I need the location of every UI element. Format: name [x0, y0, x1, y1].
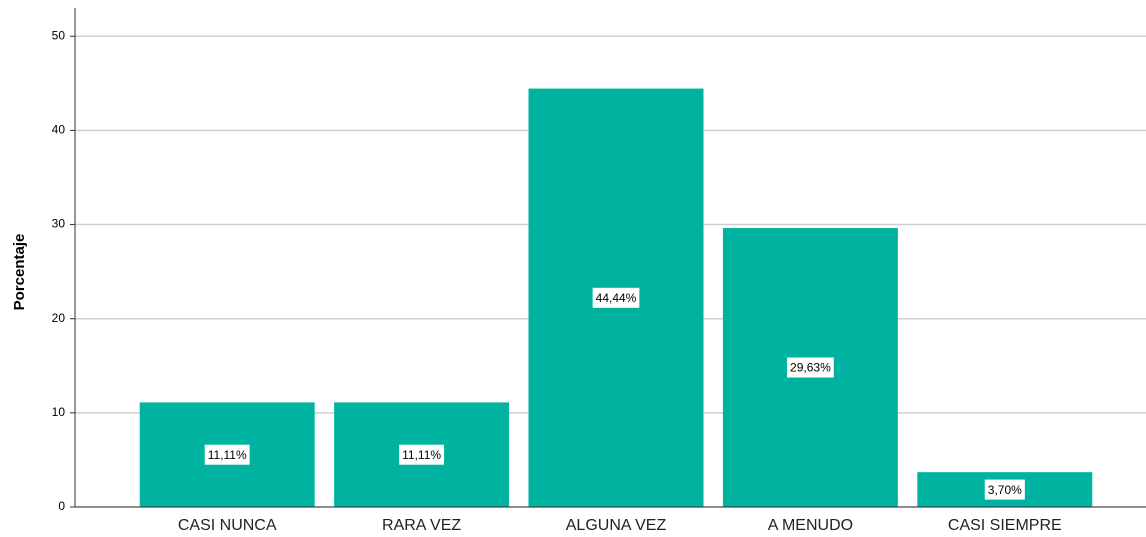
x-tick-label: RARA VEZ: [382, 517, 461, 534]
value-label: 11,11%: [208, 448, 247, 462]
x-tick-label: A MENUDO: [768, 517, 853, 534]
value-label-bg: [984, 479, 1025, 500]
value-label: 3,70%: [988, 483, 1022, 497]
x-tick-label: ALGUNA VEZ: [566, 517, 667, 534]
value-label-bg: [592, 287, 640, 308]
x-tick-label: CASI NUNCA: [178, 517, 277, 534]
value-label-bg: [399, 444, 445, 465]
x-tick-label: CASI SIEMPRE: [948, 517, 1062, 534]
value-label: 11,11%: [402, 448, 441, 462]
y-tick-label: 50: [52, 28, 66, 42]
value-label: 29,63%: [790, 361, 831, 375]
y-tick-label: 0: [58, 499, 65, 513]
y-axis-label: Porcentaje: [11, 234, 28, 311]
y-tick-label: 20: [52, 311, 66, 325]
value-label-bg: [787, 357, 834, 378]
value-label-bg: [204, 444, 250, 465]
y-tick-label: 40: [52, 123, 66, 137]
y-tick-label: 30: [52, 217, 66, 231]
y-tick-label: 10: [52, 405, 66, 419]
value-label: 44,44%: [596, 291, 637, 305]
